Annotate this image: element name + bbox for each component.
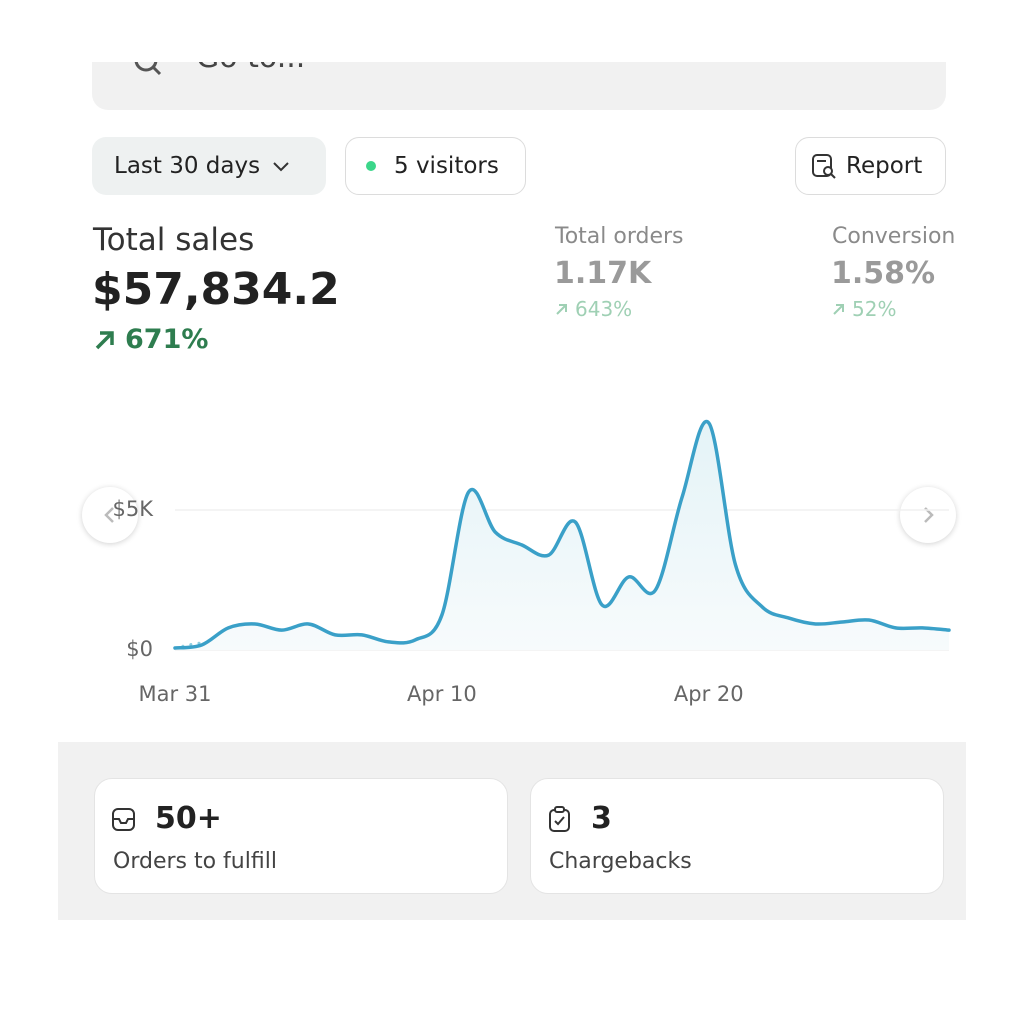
metric-change: 671%: [93, 324, 208, 355]
clipboard-icon: [549, 806, 570, 832]
chevron-down: [273, 162, 289, 172]
report-label: Report: [846, 153, 923, 179]
y-tick-label: $0: [126, 637, 153, 661]
card-value: 3: [591, 801, 612, 836]
change-value: 52%: [852, 297, 897, 321]
previous-button[interactable]: [82, 487, 138, 543]
date-range-button[interactable]: Last 30 days: [92, 137, 326, 195]
up-arrow: [556, 304, 567, 315]
x-tick-label: Mar 31: [138, 682, 211, 706]
metric-change: 643%: [555, 297, 632, 321]
search-icon: [134, 62, 162, 76]
sales-line: [173, 419, 951, 650]
card-label: Chargebacks: [549, 849, 692, 874]
live-dot: [366, 161, 376, 171]
card-label: Orders to fulfill: [113, 849, 277, 874]
visitors-label: 5 visitors: [394, 153, 499, 179]
report-icon: [812, 154, 836, 179]
metric-change: 52%: [832, 297, 896, 321]
report-button[interactable]: Report: [795, 137, 946, 195]
card-value: 50+: [155, 801, 222, 836]
search-box[interactable]: Go to...: [92, 62, 946, 110]
next-button[interactable]: [900, 487, 956, 543]
y-tick-label: $5K: [113, 497, 155, 521]
metric-label: Total orders: [555, 224, 684, 249]
chargebacks-card[interactable]: 3 Chargebacks: [530, 778, 944, 894]
inbox-icon: [112, 808, 135, 831]
x-tick-label: Apr 10: [407, 682, 477, 706]
metric-value: 1.58%: [831, 256, 936, 291]
up-arrow: [833, 304, 844, 315]
chevron-left: [104, 507, 114, 523]
visitors-button[interactable]: 5 visitors: [345, 137, 526, 195]
change-value: 643%: [575, 297, 633, 321]
metric-label: Total sales: [93, 222, 255, 258]
date-range-label: Last 30 days: [114, 153, 261, 179]
change-value: 671%: [125, 324, 209, 355]
sales-chart: $0 $5K Mar 31 Apr 10 Apr 20: [113, 419, 951, 706]
up-arrow: [95, 330, 114, 349]
metric-label: Conversion: [832, 224, 956, 249]
search-placeholder: Go to...: [196, 62, 305, 75]
metric-value: $57,834.2: [92, 264, 340, 315]
metric-value: 1.17K: [554, 256, 652, 291]
x-tick-label: Apr 20: [674, 682, 744, 706]
orders-card[interactable]: 50+ Orders to fulfill: [94, 778, 508, 894]
